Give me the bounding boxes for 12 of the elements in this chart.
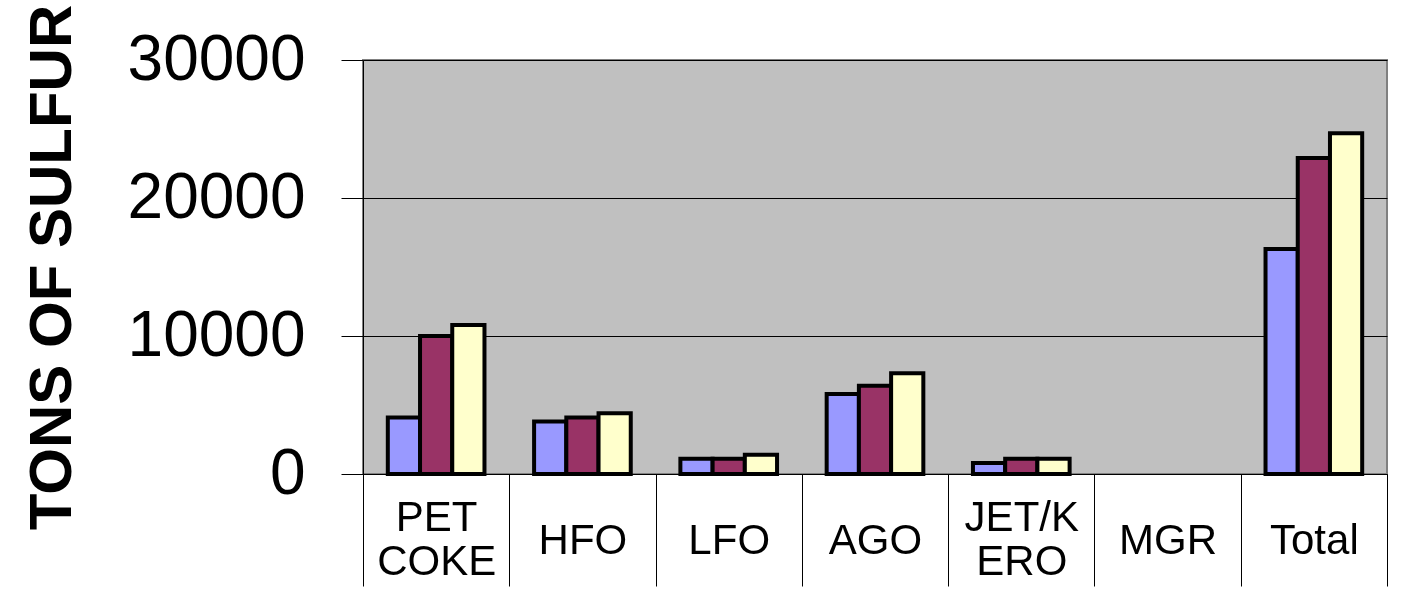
y-tick-label: 20000 <box>127 159 306 232</box>
x-tick-label: LFO <box>688 515 771 563</box>
x-tick-label: MGR <box>1119 515 1218 563</box>
x-tick-label: PET COKE <box>377 492 497 584</box>
y-tick-label: 10000 <box>127 297 306 370</box>
y-tick-label: 30000 <box>127 21 306 94</box>
x-tick-label: Total <box>1270 515 1359 563</box>
x-tick-label: HFO <box>538 515 628 563</box>
x-tick-label: AGO <box>828 515 923 563</box>
y-axis-title: TONS OF SULFUR <box>16 4 84 531</box>
x-tick-label: JET/K ERO <box>964 492 1079 584</box>
y-tick-label: 0 <box>269 435 306 508</box>
